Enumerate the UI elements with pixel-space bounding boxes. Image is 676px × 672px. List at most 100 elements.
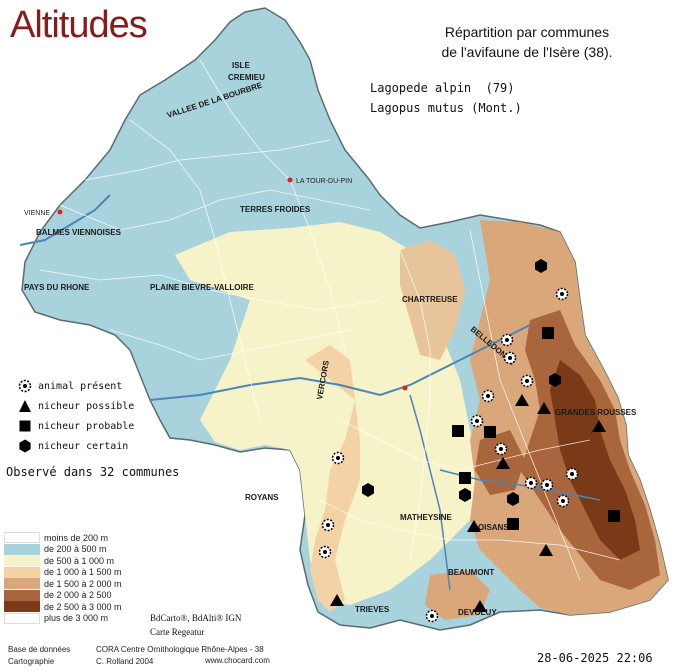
dot-icon bbox=[570, 472, 574, 476]
altitude-legend: moins de 200 m de 200 à 500 m de 500 à 1… bbox=[4, 532, 122, 624]
altitude-row: de 1 500 à 2 000 m bbox=[4, 578, 122, 590]
square-icon bbox=[19, 420, 31, 432]
altitude-row: de 200 à 500 m bbox=[4, 543, 122, 556]
triangle-icon bbox=[473, 600, 487, 612]
species-common-name: Lagopede alpin (79) bbox=[370, 81, 515, 95]
altitude-row: de 2 500 à 3 000 m bbox=[4, 601, 122, 613]
dot-icon bbox=[499, 447, 503, 451]
triangle-icon bbox=[467, 520, 481, 532]
chartreuse-zone bbox=[400, 240, 465, 360]
altitude-swatch bbox=[4, 555, 40, 567]
map-title: Altitudes bbox=[10, 4, 148, 46]
hexagon-icon bbox=[549, 373, 561, 387]
town-vienne: VIENNE bbox=[24, 210, 50, 217]
altitude-swatch bbox=[4, 566, 40, 578]
altitude-row: plus de 3 000 m bbox=[4, 612, 122, 625]
footer-row-base: Base de données CORA Centre Ornithologiq… bbox=[8, 644, 264, 656]
triangle-icon bbox=[539, 544, 553, 556]
altitude-row: moins de 200 m bbox=[4, 532, 122, 544]
footer-base-value: CORA Centre Ornithologique Rhône-Alpes -… bbox=[96, 645, 264, 654]
altitude-swatch bbox=[4, 612, 40, 624]
region-matheysine: MATHEYSINE bbox=[400, 513, 453, 522]
legend-item-probable: nicheur probable bbox=[18, 416, 134, 436]
hexagon-icon bbox=[19, 439, 31, 453]
square-markers bbox=[452, 327, 620, 530]
heading-line-1: Répartition par communes bbox=[444, 24, 610, 40]
dot-icon bbox=[486, 394, 490, 398]
map-source-line-2: Carte Regeatur bbox=[150, 627, 205, 637]
dot-icon bbox=[336, 456, 340, 460]
rhone-river bbox=[19, 194, 111, 246]
website-link[interactable]: www.chocard.com bbox=[205, 656, 270, 665]
footer-carto-label: Cartographie bbox=[8, 657, 55, 666]
footer-carto-value: C. Rolland 2004 bbox=[96, 657, 154, 666]
triangle-icon bbox=[19, 400, 31, 412]
region-devoluy: DEVOLUY bbox=[458, 608, 497, 617]
region-royans: ROYANS bbox=[245, 493, 279, 502]
region-isle-cremieu: ISLE bbox=[232, 61, 250, 70]
altitude-label: de 1 500 à 2 000 m bbox=[44, 578, 122, 589]
square-icon bbox=[484, 426, 496, 438]
present-marker-dots bbox=[323, 292, 574, 618]
triangle-markers bbox=[330, 394, 606, 612]
altitude-swatch bbox=[4, 601, 40, 613]
region-chartreuse: CHARTREUSE bbox=[402, 295, 458, 304]
legend-item-certain: nicheur certain bbox=[18, 436, 134, 456]
mid-altitude-zone bbox=[175, 222, 480, 605]
altitude-label: de 200 à 500 m bbox=[44, 544, 107, 555]
hexagon-icon bbox=[459, 488, 471, 502]
square-icon bbox=[459, 472, 471, 484]
legend-item-possible: nicheur possible bbox=[18, 396, 134, 416]
devoluy-zone bbox=[425, 570, 490, 620]
altitude-row: de 2 000 à 2 500 bbox=[4, 589, 122, 602]
altitude-swatch bbox=[4, 532, 40, 544]
dot-icon bbox=[475, 419, 479, 423]
town-vienne-marker bbox=[57, 209, 63, 215]
altitude-swatch bbox=[4, 543, 40, 555]
footer-base-label: Base de données bbox=[8, 645, 71, 654]
region-pays-rhone: PAYS DU RHONE bbox=[24, 283, 90, 292]
map-source-line-1: BdCarto®, BdAlti® IGN bbox=[150, 613, 242, 623]
altitude-label: de 1 000 à 1 500 m bbox=[44, 567, 122, 578]
region-grandes-rousses: GRANDES ROUSSES bbox=[555, 408, 637, 417]
triangle-icon bbox=[537, 402, 551, 414]
region-beaumont: BEAUMONT bbox=[448, 568, 494, 577]
map-source: BdCarto®, BdAlti® IGN Carte Regeatur bbox=[150, 611, 241, 639]
drac-river bbox=[409, 394, 451, 591]
altitude-label: de 2 000 à 2 500 bbox=[44, 590, 112, 601]
town-grenoble-marker bbox=[402, 385, 408, 391]
altitude-row: de 500 à 1 000 m bbox=[4, 555, 122, 567]
map-heading: Répartition par communes de l'avifaune d… bbox=[392, 22, 662, 62]
dot-icon bbox=[529, 481, 533, 485]
dot-icon bbox=[560, 292, 564, 296]
observed-count: Observé dans 32 communes bbox=[6, 465, 180, 479]
timestamp: 28-06-2025 22:06 bbox=[537, 651, 653, 665]
altitude-label: de 2 500 à 3 000 m bbox=[44, 601, 122, 612]
triangle-icon bbox=[330, 594, 344, 606]
town-latourdupin-marker bbox=[287, 177, 293, 183]
dot-icon bbox=[505, 338, 509, 342]
dot-icon bbox=[323, 550, 327, 554]
altitude-swatch bbox=[4, 578, 40, 590]
dotted-circle-icon bbox=[18, 379, 32, 393]
dot-icon bbox=[430, 614, 434, 618]
heading-line-2: de l'avifaune de l'Isère (38). bbox=[441, 44, 613, 60]
altitude-label: moins de 200 m bbox=[44, 532, 109, 543]
square-icon bbox=[542, 327, 554, 339]
region-terres-froides: TERRES FROIDES bbox=[240, 205, 311, 214]
region-balmes: BALMES VIENNOISES bbox=[36, 228, 122, 237]
dot-icon bbox=[525, 379, 529, 383]
town-latourdupin: LA TOUR-DU-PIN bbox=[296, 178, 352, 185]
isere-river bbox=[149, 324, 531, 401]
hexagon-icon bbox=[507, 492, 519, 506]
region-oisans: OISANS bbox=[478, 523, 509, 532]
species-latin-name: Lagopus mutus (Mont.) bbox=[370, 101, 522, 115]
legend-label: nicheur possible bbox=[38, 400, 135, 412]
altitude-swatch bbox=[4, 589, 40, 601]
prealps-zone bbox=[305, 345, 360, 612]
region-bievre: PLAINE BIEVRE-VALLOIRE bbox=[150, 283, 255, 292]
hexagon-icon bbox=[362, 483, 374, 497]
dot-icon bbox=[561, 499, 565, 503]
